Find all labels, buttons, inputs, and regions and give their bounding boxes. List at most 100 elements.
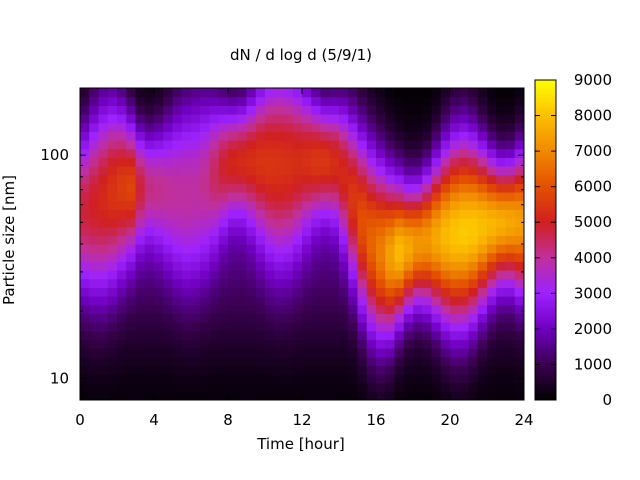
heatmap-cell: [385, 252, 396, 262]
heatmap-cell: [172, 244, 183, 254]
heatmap-cell: [505, 148, 516, 158]
heatmap-cell: [514, 348, 524, 358]
heatmap-cell: [274, 226, 285, 236]
heatmap-cell: [80, 365, 90, 375]
heatmap-cell: [385, 166, 396, 176]
heatmap-cell: [107, 174, 118, 184]
heatmap-cell: [394, 200, 405, 210]
heatmap-cell: [181, 365, 192, 375]
heatmap-cell: [181, 382, 192, 392]
heatmap-cell: [348, 148, 359, 158]
heatmap-cell: [496, 88, 507, 98]
heatmap-cell: [163, 348, 174, 358]
heatmap-cell: [339, 365, 349, 375]
heatmap-cell: [89, 252, 100, 262]
heatmap-cell: [181, 313, 192, 323]
heatmap-cell: [237, 226, 248, 236]
heatmap-cell: [459, 157, 470, 167]
heatmap-cell: [274, 209, 285, 219]
heatmap-cell: [283, 174, 294, 184]
heatmap-cell: [376, 330, 386, 340]
heatmap-cell: [357, 218, 368, 228]
heatmap-cell: [107, 235, 118, 245]
heatmap-cell: [107, 339, 118, 349]
heatmap-cell: [311, 304, 322, 314]
heatmap-cell: [440, 157, 451, 167]
heatmap-cell: [403, 131, 414, 141]
heatmap-cell: [98, 356, 109, 366]
heatmap-cell: [468, 226, 479, 236]
heatmap-cell: [376, 261, 386, 271]
heatmap-cell: [144, 166, 155, 176]
heatmap-cell: [348, 252, 359, 262]
heatmap-cell: [292, 140, 303, 150]
heatmap-cell: [181, 88, 192, 98]
heatmap-cell: [348, 88, 359, 98]
heatmap-cell: [237, 244, 248, 254]
heatmap-cell: [376, 339, 386, 349]
heatmap-cell: [394, 322, 405, 332]
heatmap-cell: [209, 131, 220, 141]
heatmap-cell: [283, 304, 294, 314]
heatmap-cell: [450, 244, 460, 254]
heatmap-cell: [135, 200, 146, 210]
heatmap-cell: [366, 270, 377, 280]
heatmap-cell: [487, 278, 497, 288]
heatmap-cell: [283, 278, 294, 288]
heatmap-cell: [311, 356, 322, 366]
heatmap-cell: [228, 339, 238, 349]
heatmap-cell: [514, 382, 524, 392]
heatmap-cell: [228, 313, 238, 323]
heatmap-cell: [163, 166, 174, 176]
heatmap-cell: [422, 140, 433, 150]
heatmap-cell: [255, 270, 266, 280]
heatmap-cell: [228, 261, 238, 271]
heatmap-cell: [431, 183, 442, 193]
heatmap-cell: [477, 235, 488, 245]
heatmap-cell: [237, 166, 248, 176]
heatmap-cell: [209, 192, 220, 202]
colorbar-tick-label: 1000: [574, 355, 612, 373]
heatmap-cell: [329, 356, 340, 366]
heatmap-cell: [403, 278, 414, 288]
heatmap-cell: [172, 339, 183, 349]
heatmap-cell: [357, 322, 368, 332]
heatmap-cell: [274, 287, 285, 297]
heatmap-cell: [191, 356, 201, 366]
heatmap-cell: [422, 261, 433, 271]
heatmap-cell: [440, 296, 451, 306]
heatmap-cell: [283, 200, 294, 210]
heatmap-cell: [431, 192, 442, 202]
heatmap-cell: [468, 166, 479, 176]
heatmap-cell: [117, 313, 127, 323]
colorbar-tick-label: 9000: [574, 71, 612, 89]
heatmap-cell: [135, 209, 146, 219]
heatmap-cell: [403, 148, 414, 158]
heatmap-cell: [376, 374, 386, 384]
heatmap-cell: [237, 356, 248, 366]
heatmap-cell: [422, 244, 433, 254]
heatmap-cell: [394, 96, 405, 106]
heatmap-cell: [487, 157, 497, 167]
heatmap-cell: [376, 304, 386, 314]
heatmap-cell: [487, 140, 497, 150]
heatmap-cell: [450, 140, 460, 150]
heatmap-cell: [348, 296, 359, 306]
heatmap-cell: [163, 192, 174, 202]
heatmap-cell: [98, 226, 109, 236]
heatmap-cell: [459, 252, 470, 262]
heatmap-cell: [366, 183, 377, 193]
heatmap-cell: [348, 270, 359, 280]
heatmap-cell: [477, 252, 488, 262]
heatmap-cell: [218, 313, 229, 323]
heatmap-cell: [292, 209, 303, 219]
heatmap-cell: [154, 105, 164, 115]
heatmap-cell: [80, 157, 90, 167]
heatmap-cell: [265, 278, 275, 288]
heatmap-cell: [126, 200, 137, 210]
heatmap-cell: [80, 261, 90, 271]
heatmap-cell: [80, 356, 90, 366]
heatmap-cell: [459, 105, 470, 115]
heatmap-cell: [302, 339, 312, 349]
heatmap-cell: [172, 192, 183, 202]
